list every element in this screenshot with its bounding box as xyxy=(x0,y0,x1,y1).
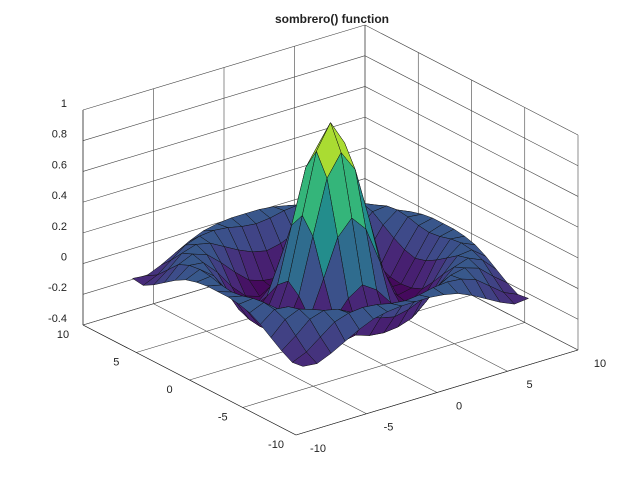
y-tick-label: 5 xyxy=(113,356,119,368)
grid-line xyxy=(364,116,579,228)
grid-line xyxy=(82,55,366,142)
x-tick-label: 10 xyxy=(594,358,606,370)
chart-title: sombrero() function xyxy=(275,12,389,26)
y-tick-label: -5 xyxy=(218,411,228,423)
y-tick-label: 0 xyxy=(166,384,172,396)
grid-line xyxy=(364,86,579,197)
grid-line xyxy=(82,86,366,172)
x-tick-label: 5 xyxy=(526,379,532,391)
grid-line xyxy=(364,24,579,136)
grid-line xyxy=(364,147,579,259)
grid-line xyxy=(82,116,366,203)
z-tick-label: 1 xyxy=(61,98,67,110)
y-tick-label: 10 xyxy=(57,329,69,341)
axis-line xyxy=(295,349,579,436)
z-tick-label: 0 xyxy=(61,251,67,263)
y-tick-label: -10 xyxy=(268,439,284,451)
axis-line xyxy=(82,324,297,436)
z-tick-label: -0.2 xyxy=(48,282,67,294)
surface-patch xyxy=(292,351,318,367)
grid-line xyxy=(82,24,366,111)
z-tick-label: 0.4 xyxy=(52,190,67,202)
z-tick-label: 0.8 xyxy=(52,129,67,141)
z-tick-label: 0.6 xyxy=(52,159,67,171)
x-tick-label: 0 xyxy=(456,400,462,412)
z-tick-label: 0.2 xyxy=(52,221,67,233)
x-tick-label: -5 xyxy=(384,422,394,434)
grid-line xyxy=(364,55,579,166)
grid-line xyxy=(242,322,525,408)
z-tick-label: -0.4 xyxy=(48,313,67,325)
x-tick-label: -10 xyxy=(310,443,326,455)
grid-line xyxy=(364,178,579,289)
